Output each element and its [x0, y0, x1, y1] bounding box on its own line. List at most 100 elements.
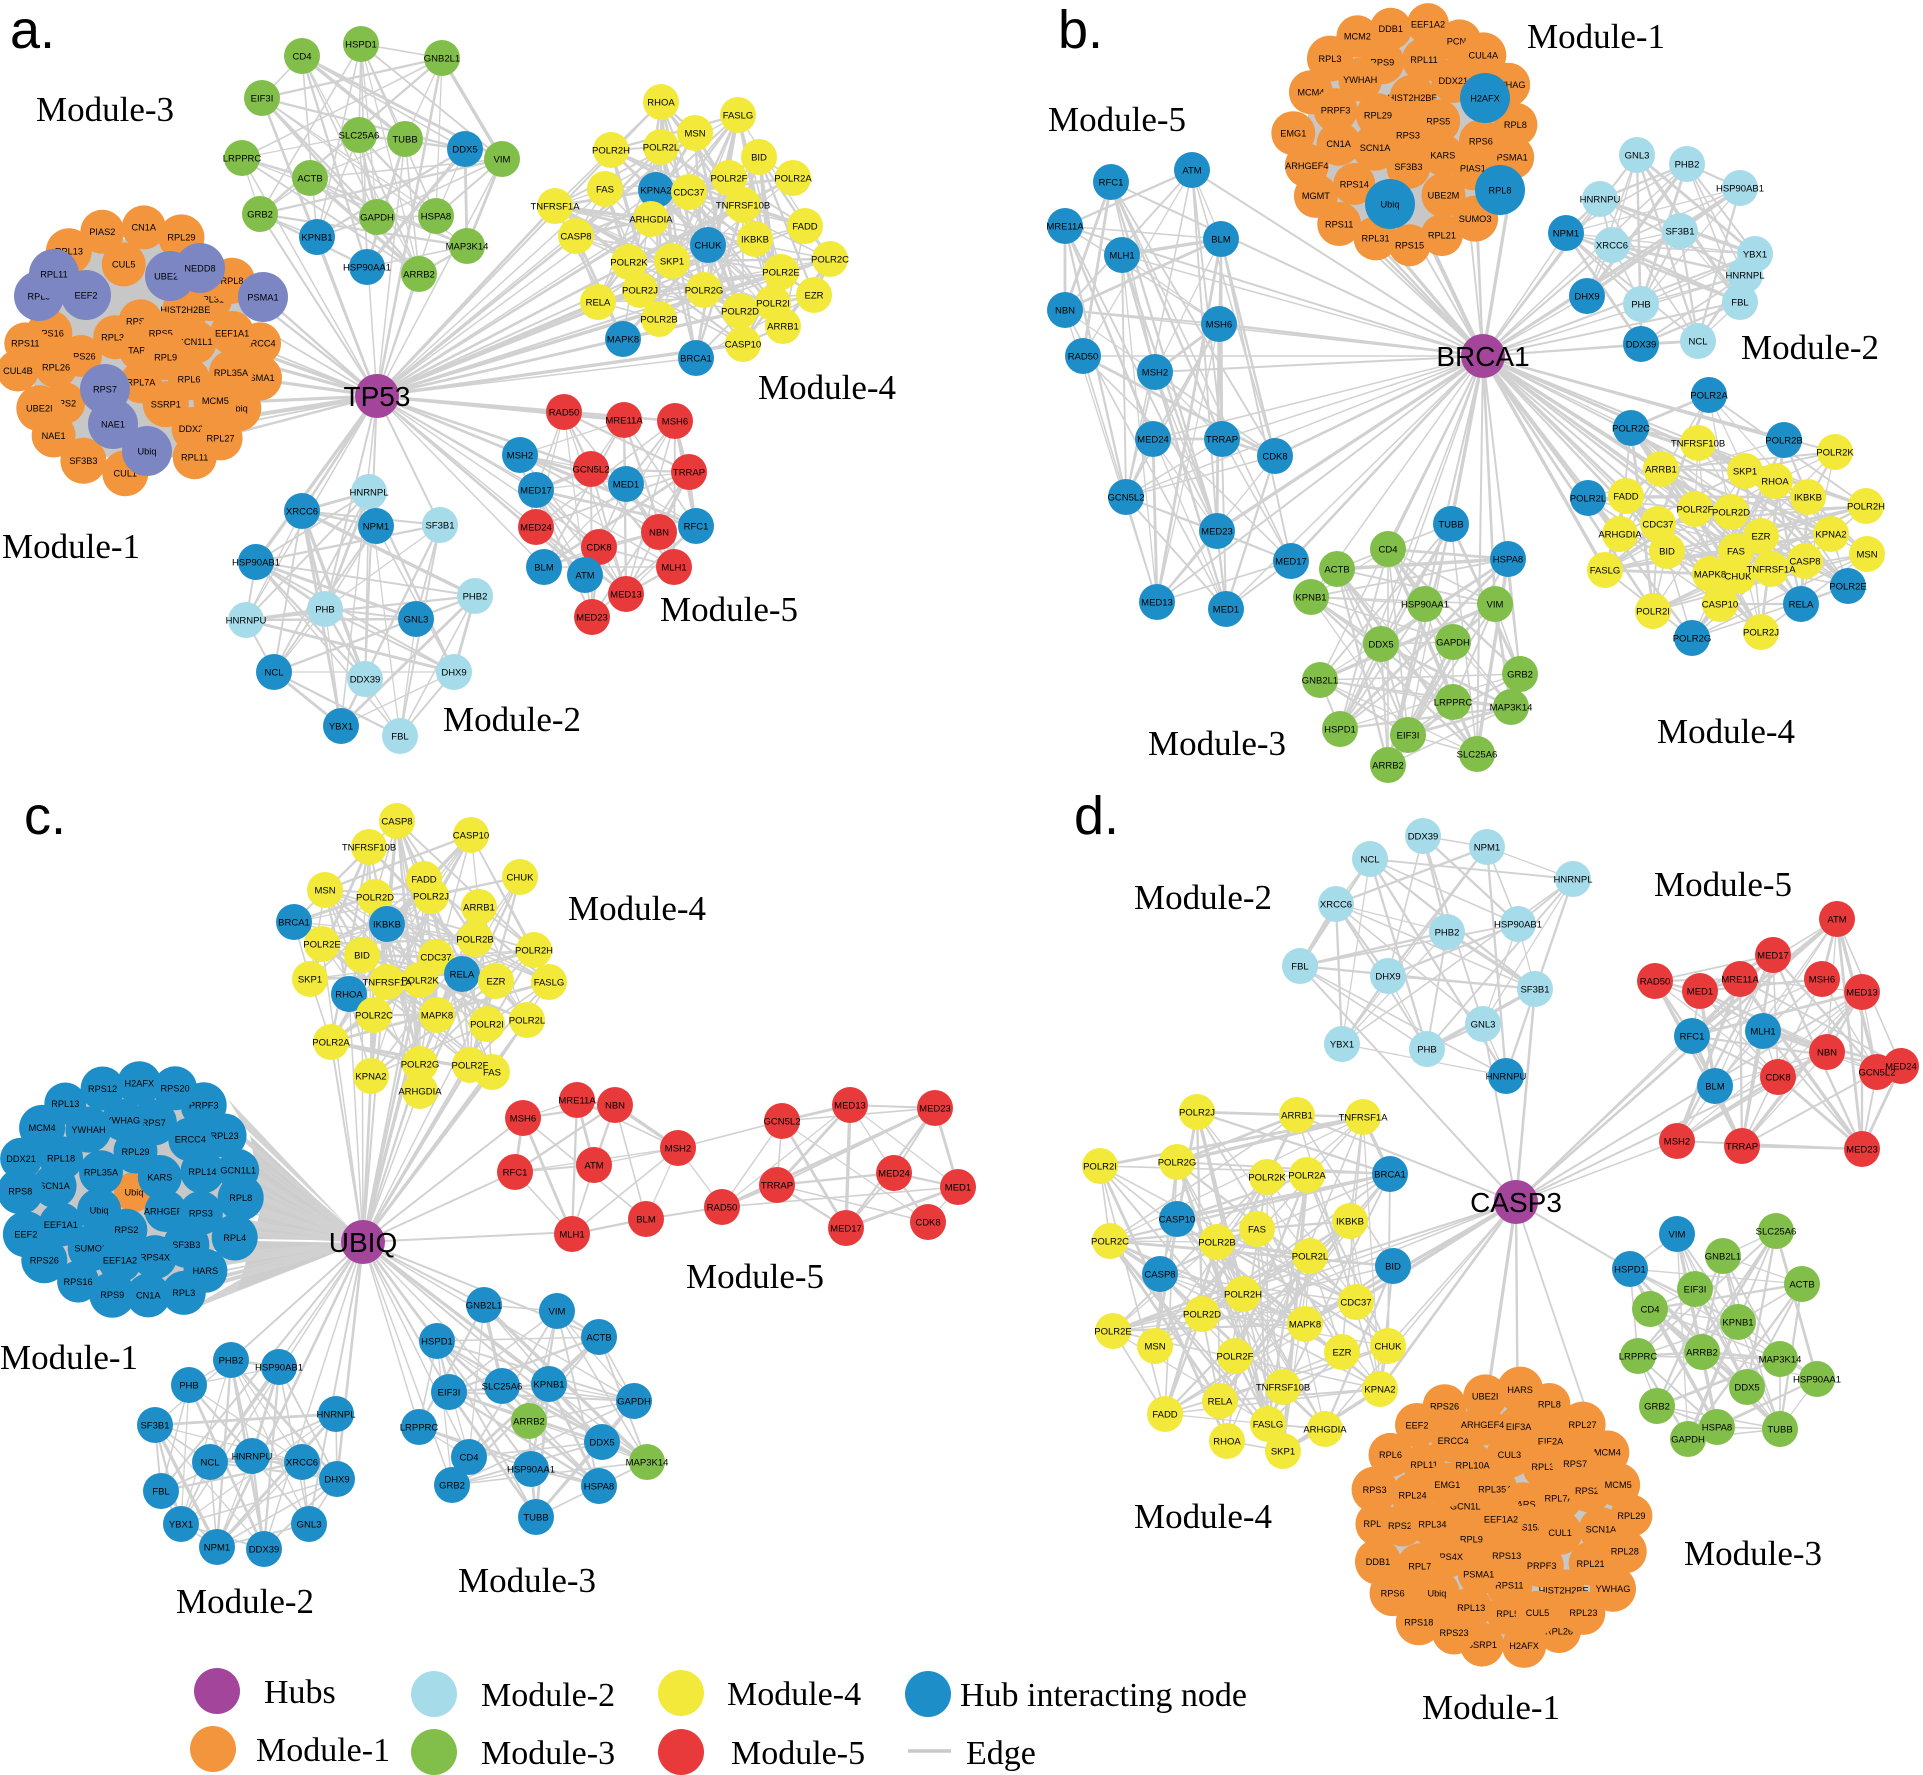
svg-text:HIST2H2BE: HIST2H2BE	[1388, 93, 1438, 103]
svg-text:RPS11: RPS11	[1495, 1581, 1523, 1591]
svg-text:ACTB: ACTB	[1324, 564, 1349, 575]
svg-text:CD4: CD4	[1378, 544, 1397, 555]
svg-text:BID: BID	[354, 950, 370, 961]
svg-text:Module-5: Module-5	[1048, 100, 1186, 139]
svg-text:CUL4A: CUL4A	[1468, 51, 1498, 61]
svg-text:CD4: CD4	[292, 51, 311, 62]
svg-text:RPS7: RPS7	[93, 384, 117, 394]
svg-text:YBX1: YBX1	[1330, 1039, 1354, 1050]
svg-text:POLR2I: POLR2I	[756, 298, 790, 309]
svg-text:GCN5L2: GCN5L2	[1859, 1067, 1896, 1078]
svg-text:RPS2: RPS2	[114, 1225, 138, 1235]
svg-text:POLR2E: POLR2E	[1829, 581, 1867, 592]
svg-text:CN1A: CN1A	[136, 1291, 161, 1301]
svg-text:RPS23: RPS23	[1439, 1628, 1468, 1638]
svg-text:EZR: EZR	[805, 290, 824, 301]
svg-text:RPL18: RPL18	[47, 1154, 75, 1164]
svg-text:GAPDH: GAPDH	[1436, 637, 1470, 648]
svg-text:NBN: NBN	[1817, 1047, 1837, 1058]
svg-text:RPS15: RPS15	[1395, 241, 1424, 251]
svg-text:RPS3: RPS3	[1396, 130, 1420, 140]
svg-text:YWHAG: YWHAG	[1491, 80, 1526, 90]
svg-text:NCL: NCL	[200, 1457, 219, 1468]
svg-text:HSPD1: HSPD1	[1324, 724, 1356, 735]
svg-text:CHUK: CHUK	[1725, 571, 1753, 582]
svg-text:Module-5: Module-5	[660, 590, 798, 629]
svg-text:CASP10: CASP10	[1702, 599, 1738, 610]
svg-text:CASP8: CASP8	[1789, 556, 1820, 567]
svg-text:RPL35A: RPL35A	[1478, 1485, 1513, 1495]
svg-text:ARHGDIA: ARHGDIA	[629, 214, 673, 225]
svg-text:DDX39: DDX39	[249, 1544, 280, 1555]
svg-text:PRPF3: PRPF3	[1321, 105, 1351, 115]
svg-text:DDB1: DDB1	[1379, 24, 1404, 34]
svg-text:VIM: VIM	[549, 1306, 566, 1317]
svg-text:ERCC4: ERCC4	[175, 1135, 206, 1145]
svg-text:c.: c.	[24, 786, 66, 846]
svg-text:RFC1: RFC1	[1680, 1031, 1705, 1042]
svg-text:TUBB: TUBB	[523, 1512, 548, 1523]
svg-text:CD4: CD4	[1640, 1304, 1659, 1315]
svg-text:MGMT: MGMT	[1302, 191, 1330, 201]
svg-text:MCM4: MCM4	[1297, 88, 1324, 98]
svg-text:ACTB: ACTB	[586, 1332, 611, 1343]
svg-text:HSPD1: HSPD1	[345, 39, 377, 50]
svg-text:NCL: NCL	[264, 667, 283, 678]
svg-text:Module-1: Module-1	[1422, 1688, 1560, 1727]
svg-text:EEF1A2: EEF1A2	[1484, 1514, 1518, 1524]
svg-text:CHUK: CHUK	[1375, 1341, 1403, 1352]
svg-text:EIF2A: EIF2A	[1538, 1436, 1564, 1446]
svg-text:IKBKB: IKBKB	[1336, 1216, 1364, 1227]
svg-text:EIF3I: EIF3I	[1684, 1284, 1707, 1295]
svg-text:YWHAG: YWHAG	[105, 1115, 140, 1125]
svg-text:CASP8: CASP8	[381, 816, 412, 827]
svg-text:RPL23: RPL23	[211, 1131, 239, 1141]
svg-text:FASLG: FASLG	[1253, 1419, 1284, 1430]
svg-text:CASP8: CASP8	[560, 231, 591, 242]
svg-text:RAD50: RAD50	[1640, 976, 1671, 987]
svg-text:TP53: TP53	[344, 381, 411, 412]
svg-text:RPS3: RPS3	[189, 1208, 213, 1218]
svg-text:POLR2J: POLR2J	[1743, 627, 1779, 638]
svg-text:RELA: RELA	[586, 297, 611, 308]
svg-text:GCN1L1: GCN1L1	[220, 1165, 256, 1175]
svg-text:Module-3: Module-3	[1684, 1534, 1822, 1573]
svg-text:CASP3: CASP3	[1470, 1187, 1562, 1218]
svg-text:NPM1: NPM1	[1553, 228, 1579, 239]
svg-text:CD4: CD4	[459, 1452, 478, 1463]
svg-text:EEF1A1: EEF1A1	[44, 1220, 78, 1230]
svg-text:TUBB: TUBB	[1438, 519, 1463, 530]
svg-text:MED17: MED17	[830, 1223, 862, 1234]
svg-text:MAP3K14: MAP3K14	[1759, 1354, 1802, 1365]
svg-text:RPL27: RPL27	[207, 434, 235, 444]
svg-text:POLR2D: POLR2D	[1712, 507, 1750, 518]
svg-text:PSMA1: PSMA1	[1463, 1569, 1494, 1579]
svg-text:POLR2J: POLR2J	[1179, 1107, 1215, 1118]
svg-text:DHX9: DHX9	[1375, 971, 1400, 982]
svg-text:Module-5: Module-5	[686, 1257, 824, 1296]
svg-text:Ubiq: Ubiq	[138, 446, 157, 456]
svg-text:Ubiq: Ubiq	[125, 1187, 144, 1197]
svg-text:LRPPRC: LRPPRC	[400, 1422, 439, 1433]
svg-text:NBN: NBN	[649, 527, 669, 538]
svg-text:YBX1: YBX1	[169, 1519, 193, 1530]
svg-text:RPL31: RPL31	[196, 294, 224, 304]
svg-text:RPL34: RPL34	[1418, 1520, 1446, 1530]
svg-text:SSRP1: SSRP1	[1467, 1640, 1497, 1650]
svg-text:POLR2H: POLR2H	[1847, 501, 1885, 512]
svg-text:HSPD1: HSPD1	[421, 1336, 453, 1347]
svg-text:RPS4X: RPS4X	[140, 1252, 170, 1262]
svg-text:MED1: MED1	[1213, 604, 1239, 615]
svg-text:TRRAP: TRRAP	[1206, 434, 1238, 445]
svg-text:EEF1A2: EEF1A2	[103, 1256, 137, 1266]
svg-text:HSP90AB1: HSP90AB1	[1716, 183, 1764, 194]
svg-text:IKBKB: IKBKB	[741, 234, 769, 245]
svg-text:NCL: NCL	[1688, 336, 1707, 347]
svg-text:HNRNPU: HNRNPU	[226, 615, 267, 626]
svg-text:ATM: ATM	[1182, 165, 1201, 176]
svg-text:VIM: VIM	[1669, 1229, 1686, 1240]
svg-text:BRCA1: BRCA1	[278, 917, 310, 928]
svg-text:RPS26: RPS26	[1430, 1402, 1459, 1412]
svg-text:MRE11A: MRE11A	[1721, 974, 1759, 985]
svg-text:RHOA: RHOA	[647, 97, 675, 108]
